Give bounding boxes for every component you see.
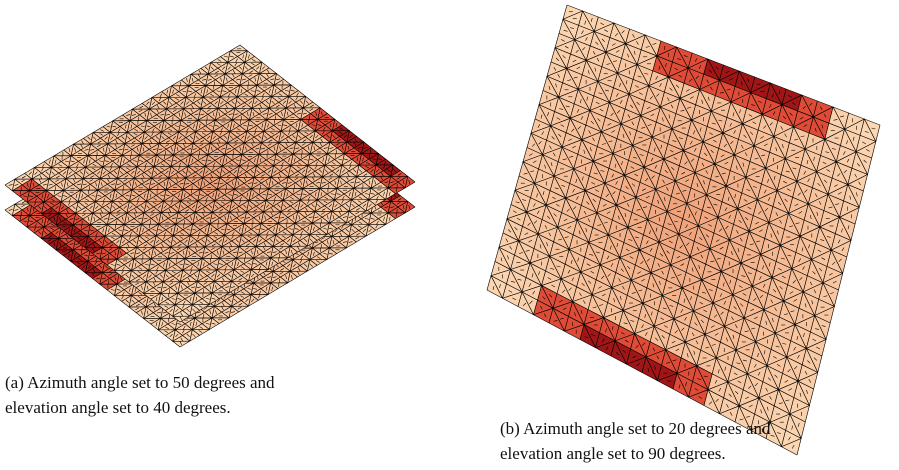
mesh-triangle [230,45,247,51]
figure: (a) Azimuth angle set to 50 degrees and … [0,0,899,470]
mesh [487,5,880,455]
mesh [5,45,415,322]
